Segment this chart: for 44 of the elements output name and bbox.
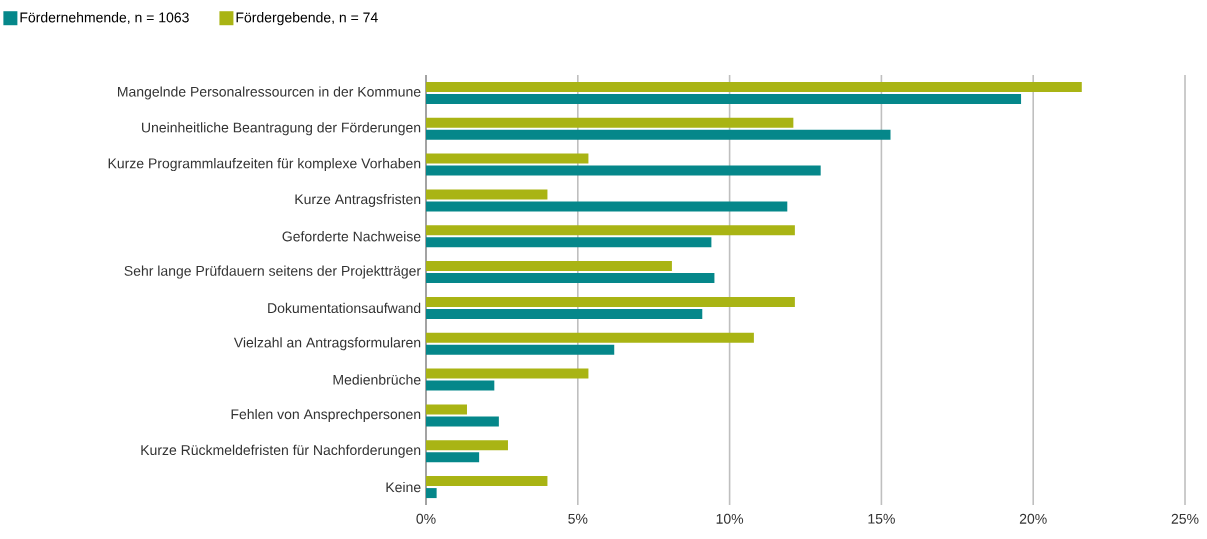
bar [426, 308, 703, 319]
bar [426, 273, 715, 284]
y-tick-label: Mangelnde Personalressourcen in der Kommune [118, 86, 421, 100]
bar [426, 368, 589, 379]
x-tick-label: 20% [1019, 513, 1047, 524]
x-tick-label: 10% [716, 513, 744, 524]
y-tick-label: Kurze Antragsfristen [295, 193, 421, 207]
bar [426, 117, 794, 128]
bar [426, 225, 795, 236]
bar [426, 404, 467, 415]
bar [426, 93, 1022, 104]
legend-label: Fördergebende, n = 74 [236, 12, 378, 26]
y-tick-label: Dokumentationsaufwand [268, 302, 421, 314]
bar [426, 440, 508, 451]
bar [426, 261, 672, 272]
legend-label: Fördernehmende, n = 1063 [20, 12, 189, 25]
bar [426, 81, 1082, 92]
x-tick-label: 5% [568, 513, 588, 524]
y-tick-label: Medienbrüche [333, 374, 421, 385]
bar [426, 452, 480, 463]
bar [426, 416, 499, 427]
bar [426, 488, 437, 499]
bar [426, 189, 548, 200]
y-tick-label: Kurze Programmlaufzeiten für komplexe Vorhaben [108, 158, 421, 172]
bar [426, 476, 548, 487]
bar [426, 201, 788, 212]
bar [426, 380, 495, 391]
x-tick-label: 15% [868, 513, 895, 524]
y-tick-label: Keine [386, 481, 421, 493]
bar [426, 153, 589, 164]
x-tick-label: 25% [1171, 513, 1199, 524]
y-tick-label: Kurze Rückmeldefristen für Nachforderungen [141, 444, 421, 458]
y-tick-label: Sehr lange Prüfdauern seitens der Projektträger [124, 265, 421, 279]
y-tick-label: Fehlen von Ansprechpersonen [231, 408, 421, 422]
bar [426, 237, 712, 248]
y-tick-label: Geforderte Nachweise [282, 231, 421, 242]
x-tick-label: 0% [416, 513, 436, 524]
bar [426, 165, 821, 176]
bar [426, 344, 615, 355]
y-tick-label: Uneinheitliche Beantragung der Förderungen [142, 122, 421, 136]
bar [426, 332, 754, 343]
bar [426, 129, 891, 140]
y-tick-label: Vielzahl an Antragsformularen [233, 337, 421, 351]
bar [426, 296, 795, 307]
